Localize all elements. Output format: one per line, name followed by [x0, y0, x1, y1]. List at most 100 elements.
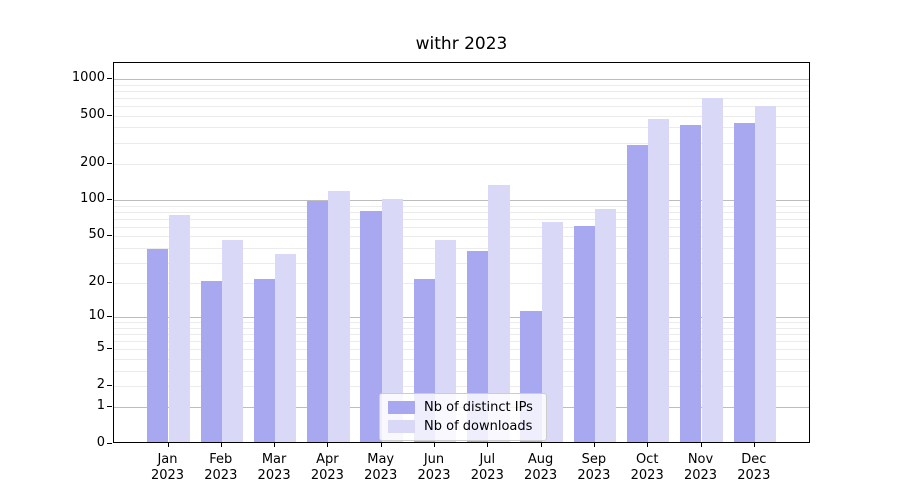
chart-title: withr 2023 [415, 34, 508, 54]
y-tick-label: 100 [80, 191, 105, 207]
x-tick-mark [487, 443, 489, 447]
gridline-minor [114, 218, 809, 220]
x-tick-mark [540, 443, 542, 447]
x-tick-label-apr: Apr 2023 [310, 452, 344, 483]
gridline-minor [114, 205, 809, 207]
x-tick-label-feb: Feb 2023 [204, 452, 238, 483]
x-tick-label-jan: Jan 2023 [150, 452, 185, 483]
gridline-minor [114, 127, 809, 129]
y-tick-mark [107, 443, 112, 444]
x-tick-mark [647, 443, 649, 447]
y-tick-mark [107, 406, 112, 408]
legend-item-downloads: Nb of downloads [388, 418, 538, 435]
legend-swatch-distinct-ips [388, 401, 415, 414]
bar-jan-downloads [168, 214, 190, 442]
y-tick-mark [107, 199, 112, 201]
y-tick-label: 2 [96, 377, 105, 392]
y-tick-mark [107, 235, 112, 237]
gridline-minor [114, 334, 809, 336]
gridline-minor [114, 262, 809, 264]
gridline-minor [114, 283, 809, 285]
y-tick-label: 5 [96, 340, 105, 356]
bar-may-downloads [381, 199, 403, 442]
gridline-major [114, 200, 809, 202]
y-tick-label: 500 [80, 106, 105, 122]
gridline-major [114, 317, 809, 319]
y-tick-label: 1000 [71, 70, 105, 86]
x-tick-label-oct: Oct 2023 [630, 452, 664, 483]
bar-nov-distinct-ips [680, 124, 702, 442]
bar-dec-downloads [754, 105, 777, 442]
bar-feb-downloads [221, 239, 244, 442]
bar-oct-downloads [648, 118, 670, 442]
legend-label-distinct-ips: Nb of distinct IPs [424, 400, 533, 415]
bar-feb-distinct-ips [200, 281, 222, 442]
legend-label-downloads: Nb of downloads [424, 419, 533, 434]
y-tick-label: 1 [96, 398, 105, 414]
gridline-minor [114, 115, 809, 117]
x-tick-mark [700, 443, 702, 447]
y-tick-mark [107, 162, 112, 164]
gridline-minor [114, 341, 809, 343]
gridline-major [114, 79, 809, 81]
gridline-minor [114, 236, 809, 238]
x-tick-label-dec: Dec 2023 [737, 452, 771, 483]
gridline-minor [114, 163, 809, 165]
bar-jun-downloads [435, 239, 457, 442]
gridline-minor [114, 84, 809, 86]
bar-may-distinct-ips [360, 211, 382, 442]
x-tick-mark [753, 443, 755, 447]
x-tick-label-jun: Jun 2023 [417, 452, 451, 483]
y-tick-label: 20 [88, 274, 105, 290]
x-tick-mark [220, 443, 222, 447]
gridline-minor [114, 97, 809, 99]
gridline-minor [114, 322, 809, 324]
x-tick-label-jul: Jul 2023 [470, 452, 504, 483]
gridline-minor [114, 328, 809, 329]
bar-apr-distinct-ips [307, 200, 329, 442]
gridline-minor [114, 226, 809, 228]
bar-oct-distinct-ips [626, 144, 649, 442]
gridline-minor [114, 386, 809, 387]
y-tick-mark [107, 385, 112, 386]
bar-sep-distinct-ips [573, 225, 595, 442]
legend: Nb of distinct IPs Nb of downloads [379, 393, 547, 441]
x-tick-mark [380, 443, 382, 447]
y-tick-mark [107, 114, 112, 116]
x-tick-label-sep: Sep 2023 [577, 452, 611, 483]
x-tick-mark [434, 443, 435, 447]
gridline-minor [114, 370, 809, 372]
x-tick-label-may: May 2023 [364, 452, 398, 483]
gridline-minor [114, 359, 809, 360]
y-tick-mark [107, 78, 112, 80]
gridline-minor [114, 247, 809, 249]
y-tick-mark [107, 282, 112, 284]
bar-nov-downloads [701, 97, 723, 442]
x-tick-mark [274, 443, 276, 447]
x-tick-mark [167, 443, 169, 447]
gridline-minor [114, 142, 809, 144]
bar-apr-downloads [328, 191, 350, 442]
x-tick-label-nov: Nov 2023 [683, 452, 718, 483]
bar-jan-distinct-ips [147, 248, 169, 442]
gridline-minor [114, 211, 809, 213]
y-tick-label: 50 [88, 227, 105, 243]
y-tick-mark [107, 348, 112, 350]
y-tick-label: 10 [88, 308, 105, 324]
legend-swatch-downloads [388, 420, 415, 433]
gridline-minor [114, 349, 809, 351]
x-tick-label-aug: Aug 2023 [524, 452, 558, 483]
y-tick-label: 0 [96, 435, 105, 450]
gridline-minor [114, 106, 809, 108]
x-tick-mark [593, 443, 595, 447]
x-tick-label-mar: Mar 2023 [257, 452, 291, 483]
plot-area: Nb of distinct IPs Nb of downloads [113, 62, 810, 443]
legend-item-distinct-ips: Nb of distinct IPs [388, 399, 538, 416]
gridline-minor [114, 90, 809, 92]
bar-aug-downloads [541, 222, 563, 442]
bar-mar-downloads [275, 254, 297, 442]
y-tick-label: 200 [80, 154, 105, 170]
bar-dec-distinct-ips [733, 123, 755, 442]
bar-mar-distinct-ips [253, 278, 276, 442]
